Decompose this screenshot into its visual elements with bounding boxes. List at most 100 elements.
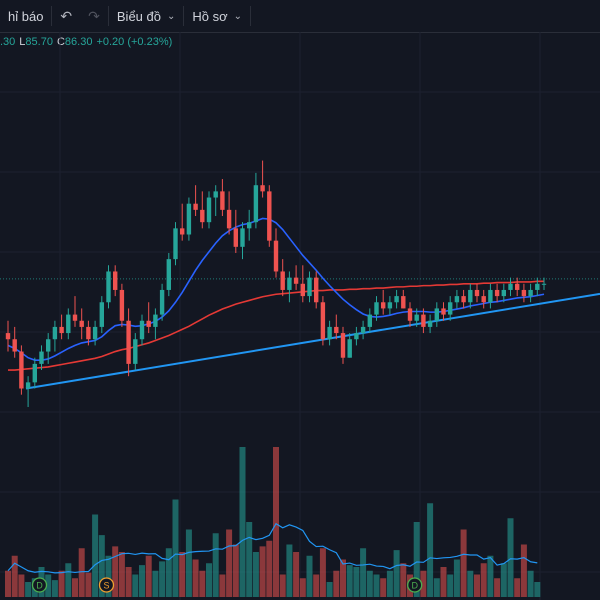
toolbar-divider bbox=[250, 6, 252, 26]
volume-bar bbox=[373, 574, 380, 597]
volume-bar bbox=[145, 555, 152, 597]
volume-bar bbox=[340, 559, 346, 597]
candle-body bbox=[59, 326, 64, 334]
candle-body bbox=[501, 289, 506, 297]
candle-body bbox=[521, 289, 527, 297]
volume-bar bbox=[112, 546, 119, 597]
trendline[interactable] bbox=[25, 292, 600, 390]
candle-body bbox=[186, 203, 192, 235]
volume-bar bbox=[219, 574, 226, 597]
candle-body bbox=[327, 326, 332, 340]
candle-body bbox=[360, 326, 366, 334]
volume-bar bbox=[252, 552, 259, 597]
candle-body bbox=[468, 289, 473, 303]
indicators-button[interactable]: hỉ báo bbox=[0, 0, 51, 32]
ohlc-legend: .30 L85.70 C86.30 +0.20 (+0.23%) bbox=[0, 36, 176, 48]
event-marker-circle bbox=[98, 577, 115, 593]
candle-body bbox=[515, 283, 520, 290]
candle-body bbox=[340, 333, 346, 358]
top-toolbar: hỉ báo ↶ ↷ Biểu đồ ⌄ Hồ sơ ⌄ bbox=[0, 0, 600, 33]
candle-body bbox=[381, 302, 386, 309]
candlestick-series bbox=[5, 160, 547, 407]
volume-bar bbox=[165, 548, 172, 597]
candle-body bbox=[314, 277, 319, 303]
volume-bar bbox=[98, 535, 105, 597]
profile-menu-button[interactable]: Hồ sơ ⌄ bbox=[184, 0, 250, 32]
volume-bar bbox=[105, 555, 112, 597]
event-marker-label: S bbox=[103, 581, 109, 591]
candle-body bbox=[367, 314, 372, 327]
volume-bar bbox=[507, 518, 514, 597]
candle-body bbox=[5, 333, 11, 340]
close-label: C bbox=[56, 36, 65, 48]
candle-body bbox=[293, 277, 299, 284]
volume-bar bbox=[487, 555, 494, 597]
candle-body bbox=[233, 228, 238, 247]
volume-bar bbox=[185, 529, 192, 597]
volume-bar bbox=[11, 555, 18, 597]
volume-bar bbox=[239, 447, 246, 597]
volume-bar bbox=[333, 570, 340, 597]
redo-button[interactable]: ↷ bbox=[80, 0, 108, 32]
low-label: L bbox=[19, 36, 26, 48]
volume-bar bbox=[152, 570, 159, 597]
volume-bar bbox=[534, 582, 541, 597]
volume-bar bbox=[386, 570, 393, 597]
candle-body bbox=[39, 351, 44, 364]
volume-bar bbox=[413, 522, 420, 597]
volume-bar bbox=[266, 540, 273, 597]
volume-bar bbox=[494, 578, 501, 597]
candle-body bbox=[146, 320, 151, 327]
volume-bar bbox=[393, 550, 400, 597]
volume-bar bbox=[139, 565, 145, 597]
candle-body bbox=[267, 191, 272, 241]
candle-body bbox=[106, 271, 111, 303]
volume-bar bbox=[132, 574, 139, 597]
volume-bar bbox=[440, 567, 447, 597]
candle-body bbox=[481, 296, 486, 303]
volume-bar bbox=[380, 578, 387, 597]
volume-bar bbox=[5, 570, 11, 597]
indicators-label: hỉ báo bbox=[8, 8, 44, 24]
chart-menu-button[interactable]: Biểu đồ ⌄ bbox=[109, 0, 183, 32]
candle-body bbox=[287, 277, 292, 290]
volume-bar bbox=[286, 544, 293, 597]
undo-button[interactable]: ↶ bbox=[52, 0, 80, 32]
candle-body bbox=[66, 314, 71, 334]
volume-bar bbox=[246, 522, 253, 597]
volume-bar bbox=[172, 499, 179, 597]
candle-body bbox=[448, 302, 453, 315]
candle-body bbox=[220, 191, 225, 210]
candle-body bbox=[300, 283, 305, 297]
candle-body bbox=[92, 326, 98, 340]
volume-bar bbox=[65, 563, 72, 597]
volume-bar bbox=[306, 555, 313, 597]
candle-body bbox=[535, 283, 540, 290]
candle-body bbox=[119, 289, 125, 321]
volume-bar bbox=[92, 514, 99, 597]
volume-bars bbox=[5, 447, 541, 597]
candle-body bbox=[213, 191, 218, 198]
candle-body bbox=[374, 302, 379, 315]
candle-body bbox=[508, 283, 513, 290]
volume-bar bbox=[514, 578, 521, 597]
candle-body bbox=[240, 228, 245, 247]
candle-body bbox=[354, 333, 359, 340]
volume-bar bbox=[179, 552, 186, 597]
chevron-down-icon: ⌄ bbox=[233, 10, 243, 22]
volume-bar bbox=[353, 567, 360, 597]
volume-bar bbox=[474, 574, 480, 597]
candle-body bbox=[200, 209, 205, 223]
volume-bar bbox=[58, 570, 65, 597]
candle-body bbox=[206, 197, 212, 223]
volume-bar bbox=[299, 578, 306, 597]
candle-body bbox=[126, 320, 131, 364]
candle-body bbox=[494, 289, 500, 297]
volume-bar bbox=[480, 563, 487, 597]
volume-bar bbox=[453, 559, 460, 597]
candle-body bbox=[12, 339, 17, 352]
candle-body bbox=[133, 339, 138, 364]
candle-body bbox=[528, 289, 533, 297]
